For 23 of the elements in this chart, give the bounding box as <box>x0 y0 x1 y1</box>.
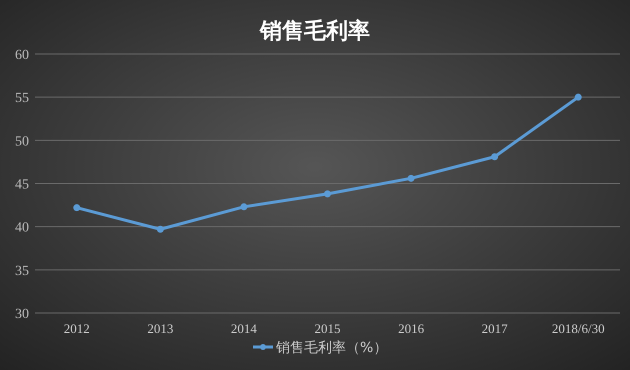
y-tick-label: 60 <box>15 48 29 63</box>
point <box>574 94 582 101</box>
x-tick-label: 2017 <box>482 321 508 336</box>
x-tick-label: 2018/6/30 <box>552 321 605 336</box>
point <box>240 203 248 210</box>
point <box>73 204 80 212</box>
y-tick-label: 50 <box>15 134 29 150</box>
y-tick-label: 30 <box>15 307 29 322</box>
x-tick-label: 2012 <box>64 321 90 336</box>
y-tick-label: 55 <box>15 91 29 106</box>
x-tick-label: 2013 <box>147 321 174 336</box>
point <box>408 174 415 182</box>
y-tick-label: 45 <box>15 178 29 192</box>
y-tick-label: 35 <box>15 264 29 279</box>
x-tick-label: 2016 <box>398 321 425 336</box>
point <box>324 190 331 198</box>
x-tick-label: 2015 <box>314 321 340 336</box>
x-tick-label: 2014 <box>230 321 258 336</box>
legend-label: 销售毛利率（%） <box>275 340 388 356</box>
point <box>491 153 498 160</box>
point <box>156 226 164 233</box>
chart-title: 销售毛利率 <box>259 18 370 44</box>
y-tick-label: 40 <box>15 220 29 236</box>
